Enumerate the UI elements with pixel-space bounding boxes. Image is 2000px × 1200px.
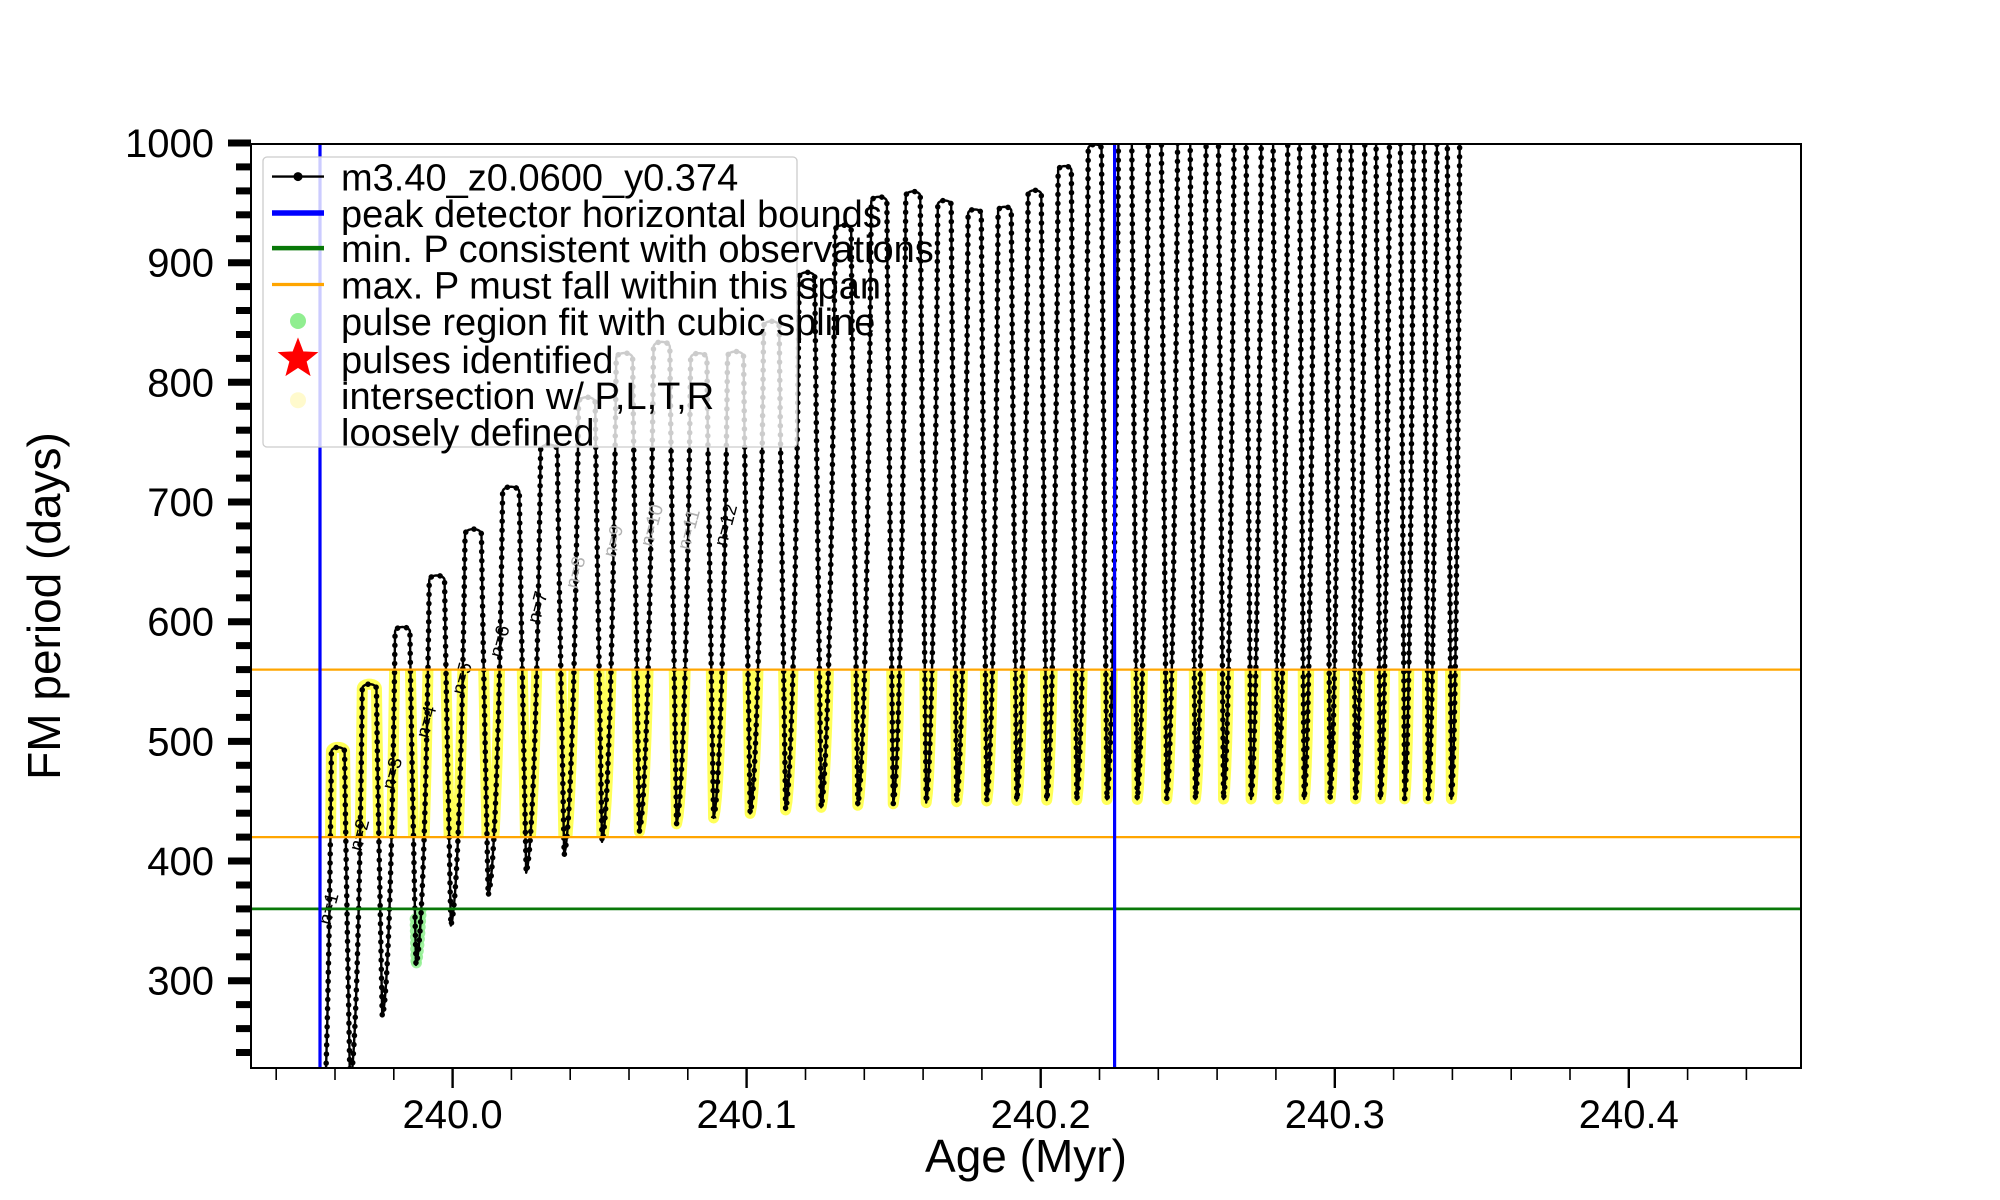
svg-text:1000: 1000 — [125, 122, 214, 166]
svg-text:500: 500 — [147, 720, 214, 764]
svg-text:400: 400 — [147, 840, 214, 884]
svg-text:600: 600 — [147, 601, 214, 645]
svg-text:Age (Myr): Age (Myr) — [925, 1130, 1127, 1182]
svg-text:700: 700 — [147, 481, 214, 525]
svg-text:900: 900 — [147, 242, 214, 286]
svg-text:FM period (days): FM period (days) — [18, 432, 70, 780]
svg-text:240.1: 240.1 — [697, 1093, 797, 1137]
svg-text:240.4: 240.4 — [1579, 1093, 1679, 1137]
svg-text:800: 800 — [147, 361, 214, 405]
svg-text:loosely defined: loosely defined — [341, 413, 595, 455]
svg-text:pulse region fit with cubic sp: pulse region fit with cubic spline — [341, 302, 875, 344]
svg-text:240.0: 240.0 — [403, 1093, 503, 1137]
svg-text:240.3: 240.3 — [1285, 1093, 1385, 1137]
svg-text:300: 300 — [147, 960, 214, 1004]
